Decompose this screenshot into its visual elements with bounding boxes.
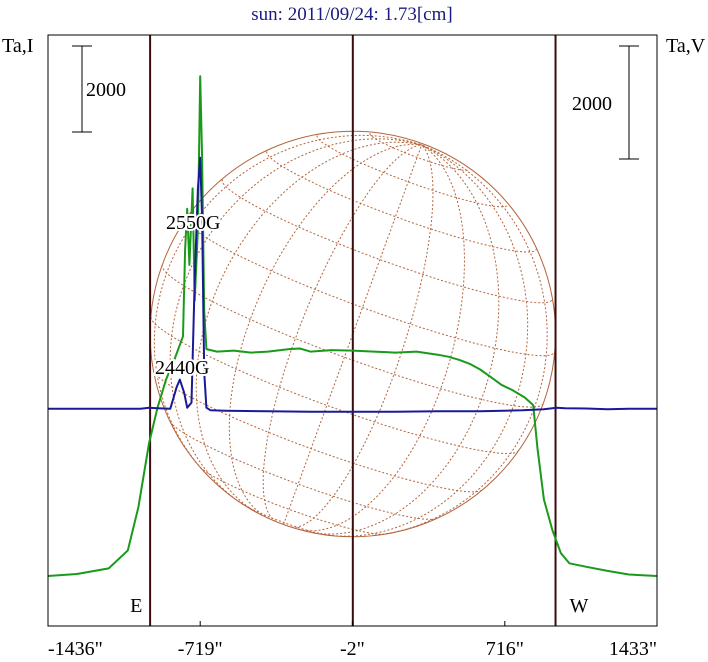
x-axis-ticks: -1436" -719" -2" 716" 1433" bbox=[47, 621, 658, 660]
y-axis-label-left: Ta,I bbox=[2, 35, 33, 57]
disk-longitude-line bbox=[312, 144, 500, 535]
disk-longitude-line bbox=[327, 144, 529, 537]
disk-longitude-line bbox=[262, 144, 422, 522]
disk-longitude-line bbox=[195, 141, 422, 513]
disk-latitude-line bbox=[185, 218, 556, 357]
x-tick-label: -1436" bbox=[48, 638, 103, 660]
disk-latitude-line bbox=[199, 466, 385, 535]
scale-bar-label: 2000 bbox=[572, 93, 612, 115]
x-tick-label: 716" bbox=[486, 638, 524, 660]
x-tick-label: 1433" bbox=[609, 638, 657, 660]
x-tick-label: -2" bbox=[340, 638, 365, 660]
x-tick-label: -719" bbox=[178, 638, 223, 660]
scale-bar-label: 2000 bbox=[86, 79, 126, 101]
annotation-label: 2550G bbox=[166, 212, 220, 234]
disk-longitude-line bbox=[169, 138, 422, 505]
series-line bbox=[47, 75, 658, 577]
y-axis-label-right: Ta,V bbox=[666, 35, 706, 57]
disk-latitude-line bbox=[316, 135, 509, 208]
disk-latitude-line bbox=[266, 151, 537, 253]
disk-longitude-line bbox=[228, 143, 422, 519]
chart-title: sun: 2011/09/24: 1.73[cm] bbox=[251, 4, 452, 25]
annotations: 2550G 2440G bbox=[153, 210, 222, 381]
limb-label: E bbox=[130, 595, 142, 617]
series-lines bbox=[47, 75, 658, 577]
series-line bbox=[48, 156, 657, 413]
disk-longitude-line bbox=[291, 144, 434, 528]
disk-longitude-line bbox=[283, 144, 423, 525]
disk-latitude-line bbox=[153, 370, 482, 493]
scale-bars: 2000 2000 bbox=[72, 45, 639, 160]
disk-latitude-line bbox=[150, 317, 519, 455]
disk-longitude-line bbox=[373, 144, 548, 537]
disk-longitude-line bbox=[298, 144, 466, 532]
annotation-label: 2440G bbox=[155, 357, 209, 379]
limb-label: W bbox=[570, 595, 589, 617]
